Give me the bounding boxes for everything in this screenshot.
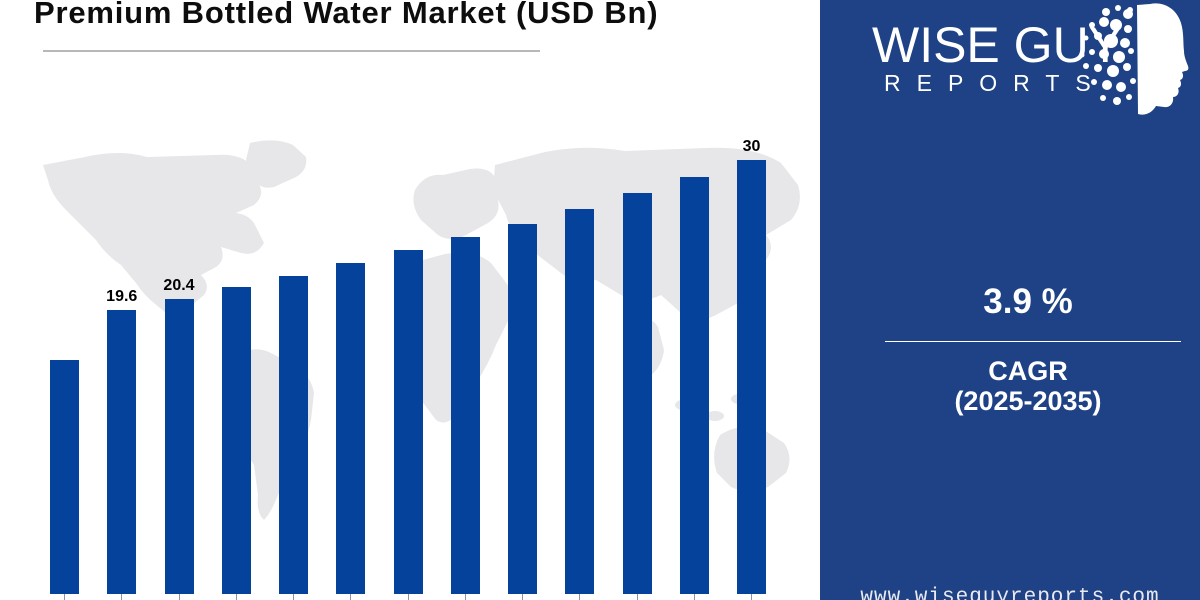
- bar-value-label: 20.4: [163, 277, 195, 294]
- chart-title: Premium Bottled Water Market (USD Bn): [34, 0, 659, 30]
- map-island: [706, 411, 724, 421]
- bar-1: [50, 360, 79, 600]
- stat-divider: [885, 341, 1181, 342]
- bar-10: [565, 209, 595, 600]
- map-north-america: [43, 153, 264, 316]
- bar-3: 20.4: [163, 277, 195, 600]
- bar-value-label: 19.6: [106, 288, 138, 305]
- bar-13: 30: [737, 138, 766, 600]
- map-greenland: [246, 140, 307, 188]
- bar-11: [622, 193, 652, 600]
- bar-8: [450, 237, 480, 600]
- bar-2: 19.6: [106, 288, 137, 600]
- cagr-label: CAGR: [988, 356, 1068, 386]
- cagr-value: 3.9 %: [983, 282, 1073, 321]
- map-europe: [413, 168, 499, 239]
- brand-panel: WISE GUY REPORTS 3.9 % CAGR (2025-2035) …: [820, 0, 1200, 600]
- bar-chart: 19.6 20.4 30: [50, 138, 766, 600]
- bar-7: [393, 250, 423, 600]
- logo-wordmark: WISE GUY: [872, 17, 1123, 73]
- website-url: www.wiseguyreports.com: [860, 586, 1160, 600]
- title-underline: [43, 50, 540, 52]
- bar-value-label: 30: [742, 138, 761, 155]
- logo-subtitle: REPORTS: [884, 70, 1107, 96]
- bar-6: [336, 263, 366, 600]
- bar-12: [679, 177, 709, 600]
- bar-4: [221, 287, 251, 600]
- bar-9: [508, 224, 537, 600]
- dotted-face-logo-icon: [1079, 3, 1189, 115]
- cagr-period: (2025-2035): [954, 386, 1102, 416]
- bar-5: [279, 276, 308, 600]
